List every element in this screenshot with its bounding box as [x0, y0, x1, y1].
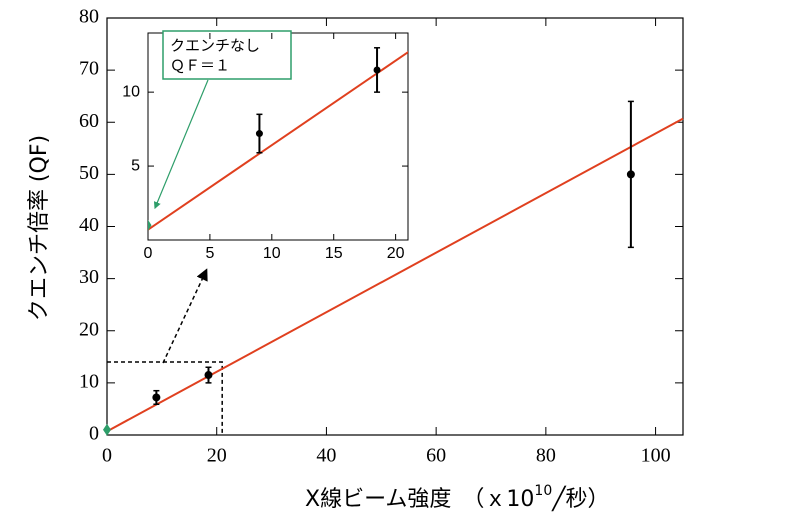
fit-line [106, 117, 684, 433]
zoom-arrow [162, 268, 208, 364]
annotation-arrow [153, 79, 209, 210]
point [373, 66, 381, 74]
y-tick-label: 30 [79, 266, 99, 288]
x-tick-label: 10 [263, 245, 281, 262]
x-tick-label: 20 [387, 245, 405, 262]
x-tick-label: 100 [641, 445, 671, 467]
y-tick-label: 50 [79, 162, 99, 184]
x-tick-label: 20 [207, 445, 227, 467]
y-axis-label: クエンチ倍率 (QF) [27, 135, 52, 321]
x-tick-label: 0 [102, 445, 112, 467]
annotation: クエンチなし [170, 37, 260, 55]
point [255, 130, 263, 138]
y-tick-label: 0 [89, 423, 99, 445]
x-tick-label: 40 [316, 445, 336, 467]
x-tick-label: 0 [144, 245, 153, 262]
x-axis-label-sup: 10 [534, 483, 552, 499]
inset-plot [148, 47, 408, 231]
point [103, 423, 111, 436]
x-tick-label: 5 [205, 245, 214, 262]
point [626, 170, 635, 179]
y-tick-label: 10 [122, 83, 140, 100]
y-tick-label: 10 [79, 370, 99, 392]
x-tick-label: 80 [536, 445, 556, 467]
y-tick-label: 60 [79, 110, 99, 132]
zoom-region [107, 361, 223, 435]
x-axis-label-main: X線ビーム強度 （ｘ10 [305, 487, 534, 512]
x-axis-label: X線ビーム強度 （ｘ1010╱秒） [305, 483, 609, 512]
y-tick-label: 20 [79, 318, 99, 340]
point [152, 393, 161, 402]
y-tick-label: 5 [131, 157, 140, 174]
x-tick-label: 60 [426, 445, 446, 467]
y-tick-label: 80 [79, 6, 99, 28]
y-tick-label: 40 [79, 214, 99, 236]
fit-line [148, 51, 408, 231]
annotation: ＱＦ＝１ [170, 57, 230, 75]
y-tick-label: 70 [79, 58, 99, 80]
main-plot [103, 100, 684, 436]
annotation-box [162, 30, 292, 80]
point [148, 219, 152, 231]
x-axis-label-end: ╱秒） [551, 485, 609, 512]
x-tick-label: 15 [325, 245, 343, 262]
point [204, 371, 213, 380]
